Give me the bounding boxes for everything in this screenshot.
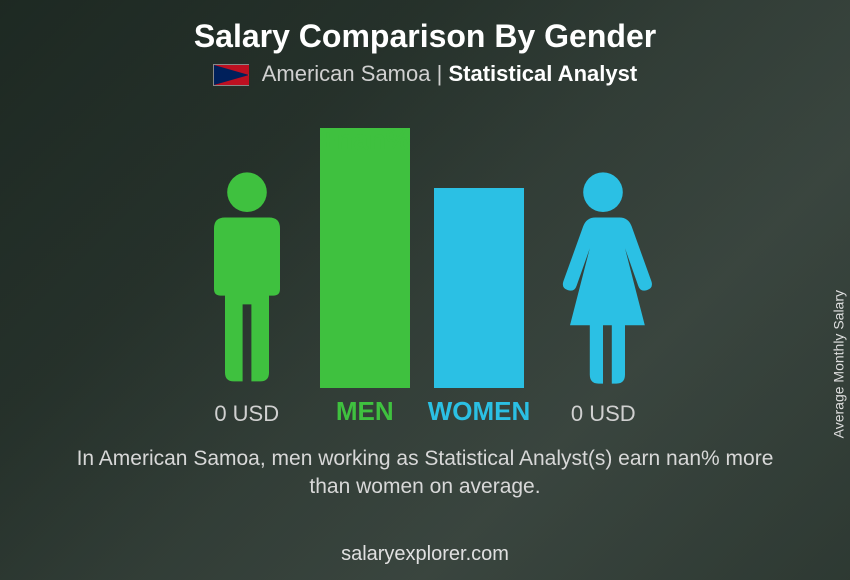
location-text: American Samoa [262,61,431,86]
men-label: MEN [336,396,394,427]
flag-icon [213,64,249,86]
separator: | [437,61,443,86]
women-value: 0 USD [571,401,636,427]
woman-icon [548,163,658,393]
women-bar [434,188,524,388]
delta-label: +nan% [320,124,410,156]
footer-text: salaryexplorer.com [0,543,850,566]
men-bar [320,128,410,388]
women-bar-column: WOMEN [428,128,531,427]
page-title: Salary Comparison By Gender [0,0,850,55]
women-label: WOMEN [428,396,531,427]
description-text: In American Samoa, men working as Statis… [75,445,775,502]
women-icon-column: 0 USD [548,133,658,427]
men-icon-column: 0 USD [192,133,302,427]
y-axis-label: Average Monthly Salary [830,290,846,438]
men-value: 0 USD [214,401,279,427]
men-bar-column: +nan% MEN [320,128,410,427]
subtitle: American Samoa | Statistical Analyst [0,61,850,87]
man-icon [192,163,302,393]
job-title: Statistical Analyst [448,61,637,86]
chart-area: 0 USD +nan% MEN WOMEN 0 USD [0,107,850,427]
